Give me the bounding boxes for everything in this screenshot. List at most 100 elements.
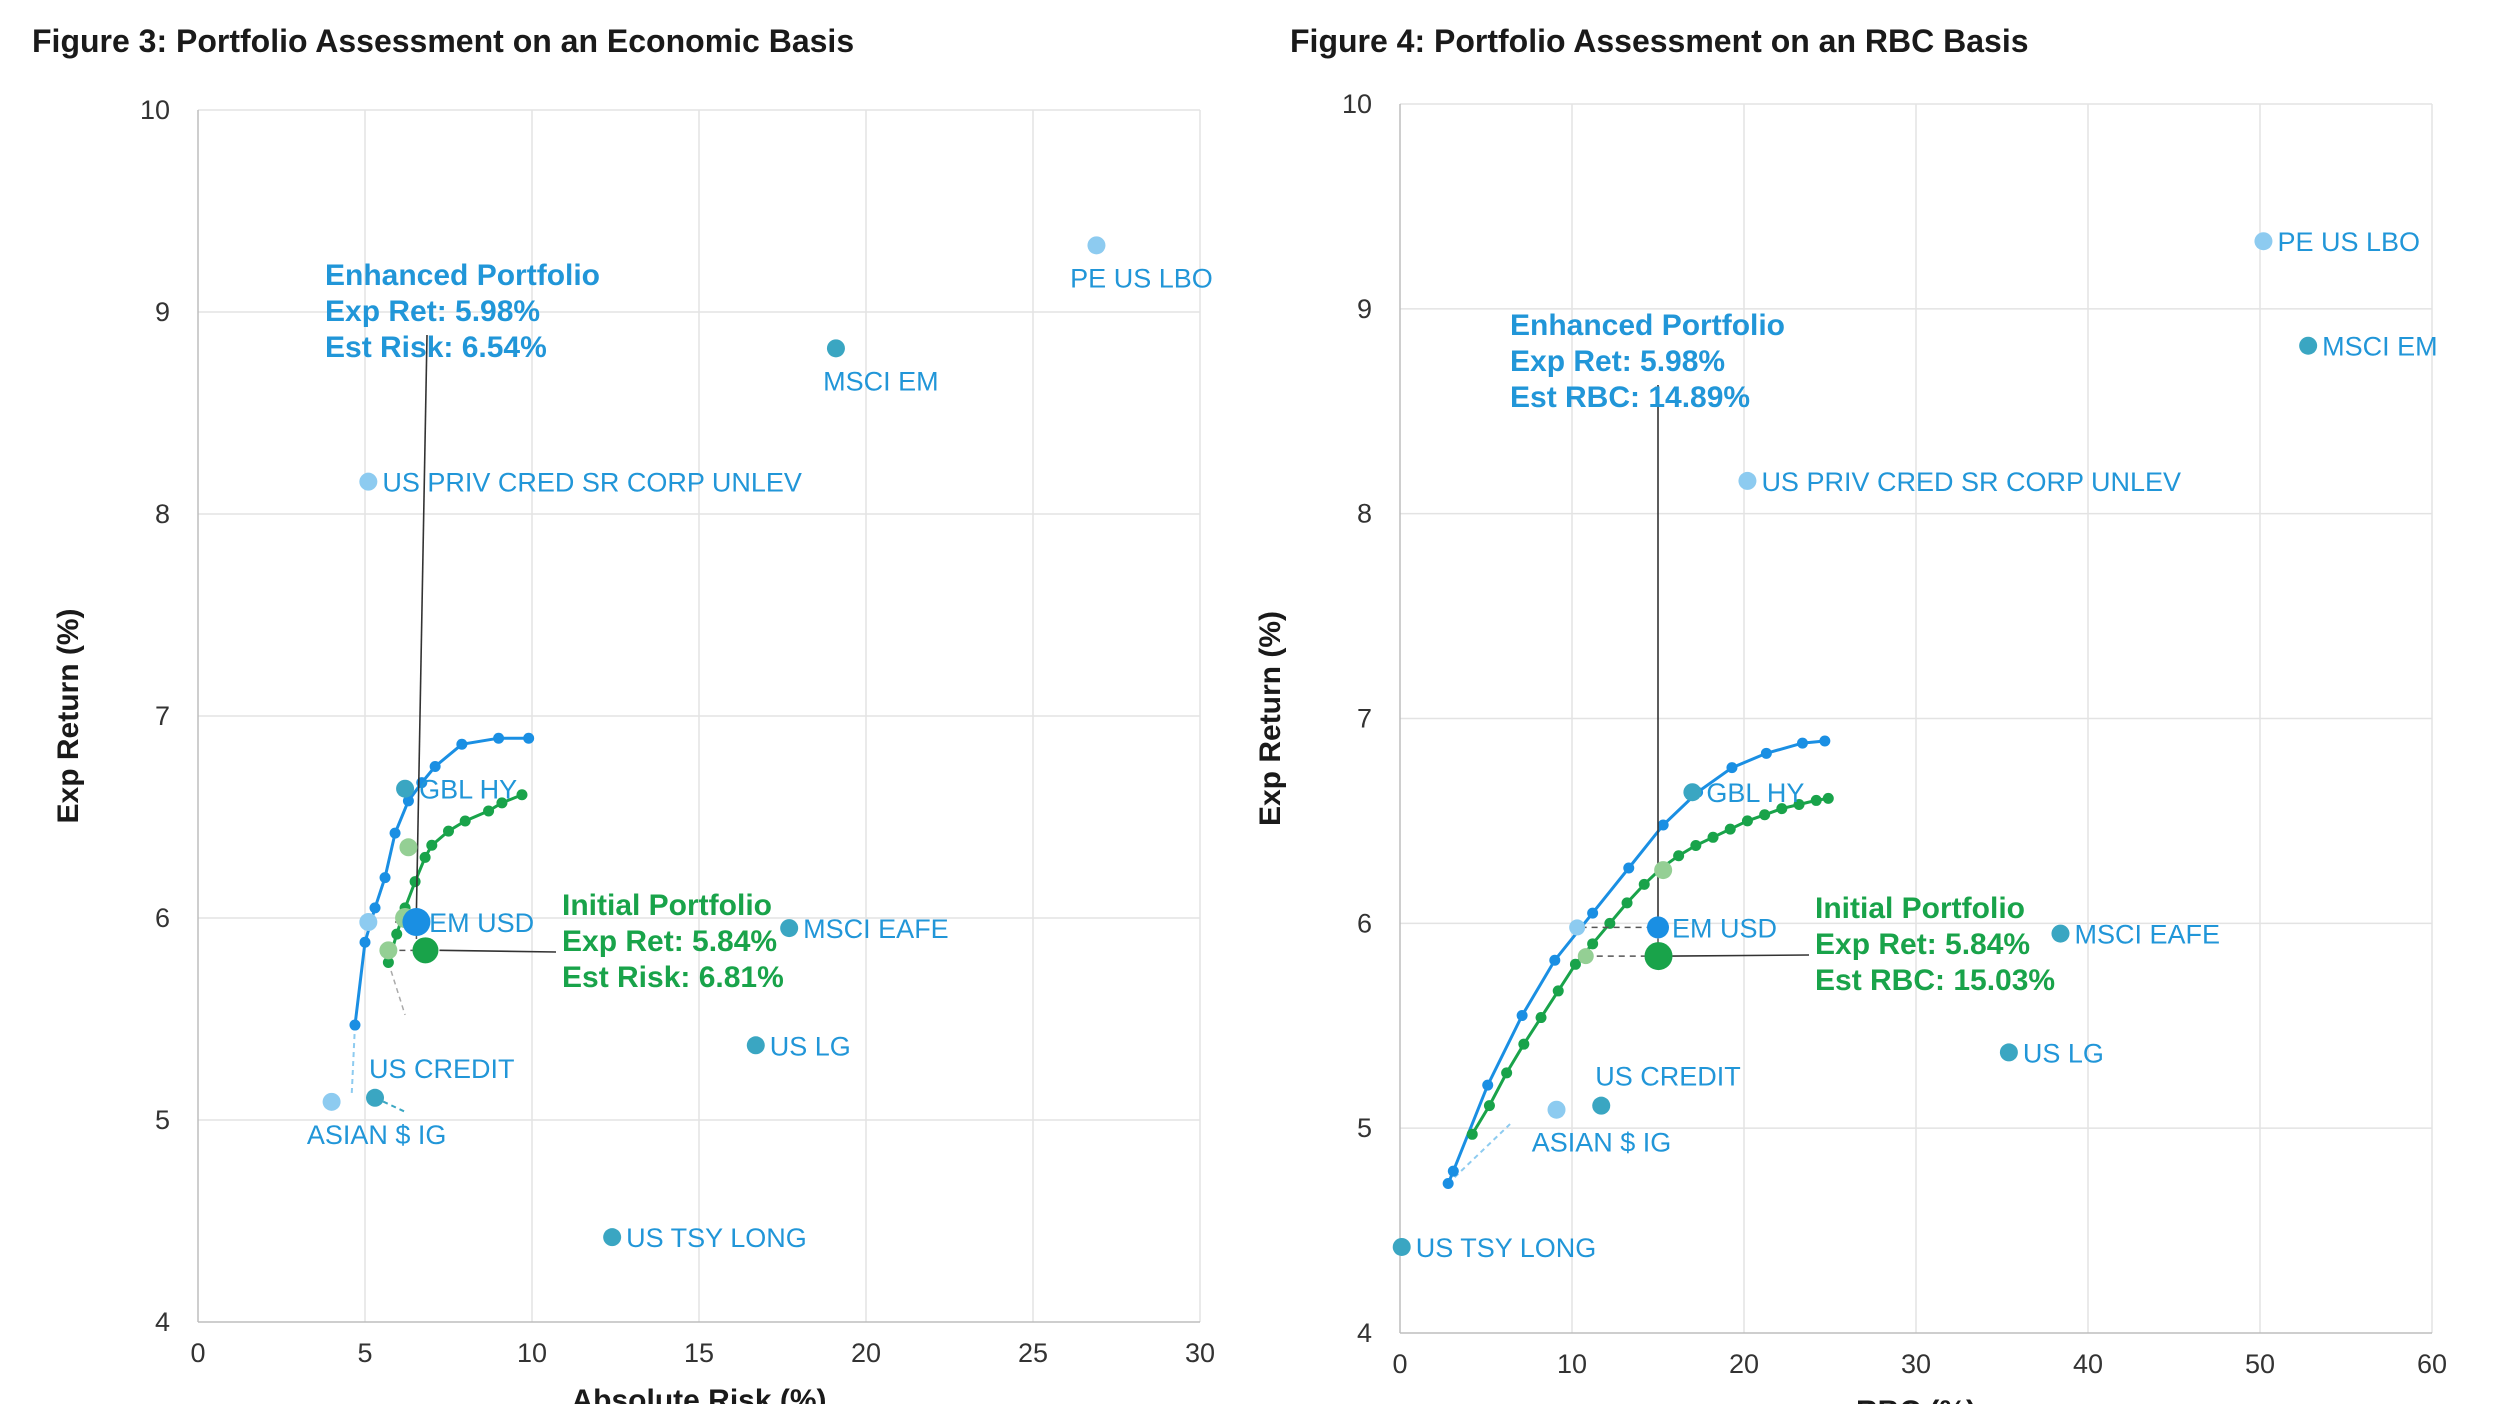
initial-alt-point <box>1654 861 1673 880</box>
asset-point <box>826 339 845 358</box>
enhanced-leader-line <box>415 334 428 911</box>
x-tick-label: 10 <box>517 1338 547 1368</box>
asset-label: US CREDIT <box>1595 1062 1741 1092</box>
enhanced-annotation-line: Exp Ret: 5.98% <box>1510 345 1725 378</box>
asset-label: US LG <box>2023 1038 2104 1068</box>
frontier-point-blue <box>1442 1177 1454 1189</box>
frontier-point-blue <box>456 738 468 750</box>
y-tick-label: 9 <box>155 297 170 327</box>
asset-point <box>396 779 415 798</box>
frontier-point-green <box>1724 823 1736 835</box>
frontier-point-blue <box>1760 747 1772 759</box>
x-axis-label: Absolute Risk (%) <box>571 1384 826 1404</box>
asset-label: MSCI EM <box>2322 332 2438 362</box>
enhanced-portfolio-point <box>402 908 431 937</box>
asset-label: PE US LBO <box>2277 227 2420 257</box>
y-tick-label: 7 <box>155 701 170 731</box>
frontier-point-green <box>391 928 403 940</box>
frontier-point-green <box>426 839 438 851</box>
frontier-point-blue <box>389 827 401 839</box>
y-tick-label: 5 <box>1357 1113 1372 1143</box>
enhanced-annotation-line: Est Risk: 6.54% <box>325 331 547 364</box>
x-tick-label: 10 <box>1557 1349 1587 1379</box>
asset-label: US LG <box>770 1031 851 1061</box>
frontier-point-green <box>1707 831 1719 843</box>
frontier-point-green <box>409 876 421 888</box>
enhanced-annotation-line: Est RBC: 14.89% <box>1510 381 1750 414</box>
asset-label: MSCI EAFE <box>2074 920 2220 950</box>
asset-point <box>1738 471 1757 490</box>
enhanced-portfolio-point <box>1647 916 1669 939</box>
frontier-point-blue <box>1447 1165 1459 1177</box>
frontier-point-blue <box>523 732 535 744</box>
x-axis-label: RBC (%) <box>1856 1395 1976 1404</box>
y-tick-label: 6 <box>1357 908 1372 938</box>
y-tick-label: 6 <box>155 903 170 933</box>
y-axis-label: Exp Return (%) <box>52 608 85 823</box>
initial-portfolio-point <box>1644 942 1673 971</box>
asset-point <box>1547 1100 1566 1119</box>
asset-point <box>1999 1043 2018 1062</box>
initial-annotation-line: Initial Portfolio <box>1815 892 2025 925</box>
initial-leader-line <box>1672 954 1810 957</box>
asset-label: ASIAN $ IG <box>1532 1128 1672 1158</box>
frontier-point-blue <box>1482 1079 1494 1091</box>
frontier-point-green <box>459 815 471 827</box>
enhanced-annotation-line: Enhanced Portfolio <box>325 259 600 292</box>
enhanced-alt-point <box>1569 919 1586 936</box>
asset-point <box>603 1228 622 1247</box>
initial-leader-line <box>439 949 557 953</box>
y-tick-label: 8 <box>155 499 170 529</box>
asset-point <box>746 1036 765 1055</box>
frontier-point-green <box>1673 850 1685 862</box>
x-tick-label: 20 <box>1729 1349 1759 1379</box>
asset-label: EM USD <box>1672 913 1777 943</box>
asset-point <box>1592 1096 1611 1115</box>
y-tick-label: 10 <box>140 95 170 125</box>
asset-point <box>2299 336 2318 355</box>
enhanced-annotation-line: Exp Ret: 5.98% <box>325 295 540 328</box>
asset-point <box>1392 1237 1411 1256</box>
frontier-point-blue <box>493 732 505 744</box>
asset-label: US CREDIT <box>369 1054 515 1084</box>
asset-label: PE US LBO <box>1070 263 1213 293</box>
x-tick-label: 25 <box>1018 1338 1048 1368</box>
asset-point <box>2254 232 2273 251</box>
x-tick-label: 20 <box>851 1338 881 1368</box>
frontier-point-green <box>1569 958 1581 970</box>
frontier-point-blue <box>369 902 381 914</box>
frontier-point-green <box>382 956 394 968</box>
x-tick-label: 50 <box>2245 1349 2275 1379</box>
asset-label: ASIAN $ IG <box>307 1120 447 1150</box>
frontier-point-blue <box>349 1019 361 1031</box>
frontier-point-green <box>1518 1038 1530 1050</box>
frontier-point-green <box>1759 809 1771 821</box>
frontier-point-green <box>1466 1128 1478 1140</box>
x-tick-label: 15 <box>684 1338 714 1368</box>
frontier-point-green <box>1621 897 1633 909</box>
asset-label: GBL HY <box>419 775 517 805</box>
x-tick-label: 40 <box>2073 1349 2103 1379</box>
leader-line <box>374 1096 406 1113</box>
y-tick-label: 7 <box>1357 704 1372 734</box>
frontier-point-blue <box>1726 762 1738 774</box>
frontier-point-blue <box>429 761 441 772</box>
y-axis-label: Exp Return (%) <box>1254 611 1287 826</box>
asset-point <box>359 472 378 491</box>
initial-portfolio-point <box>412 937 439 964</box>
asset-point <box>1683 783 1702 802</box>
asset-label: US TSY LONG <box>1416 1233 1597 1263</box>
leader-line <box>387 962 406 1016</box>
x-tick-label: 30 <box>1185 1338 1215 1368</box>
y-tick-label: 4 <box>155 1307 170 1337</box>
frontier-point-green <box>483 805 495 817</box>
initial-annotation-line: Initial Portfolio <box>562 889 772 922</box>
frontier-point-green <box>419 851 431 863</box>
frontier-point-blue <box>402 795 414 807</box>
asset-label: US PRIV CRED SR CORP UNLEV <box>382 468 802 498</box>
frontier-point-green <box>1810 794 1822 806</box>
x-tick-label: 0 <box>1392 1349 1407 1379</box>
frontier-point-blue <box>359 936 371 948</box>
